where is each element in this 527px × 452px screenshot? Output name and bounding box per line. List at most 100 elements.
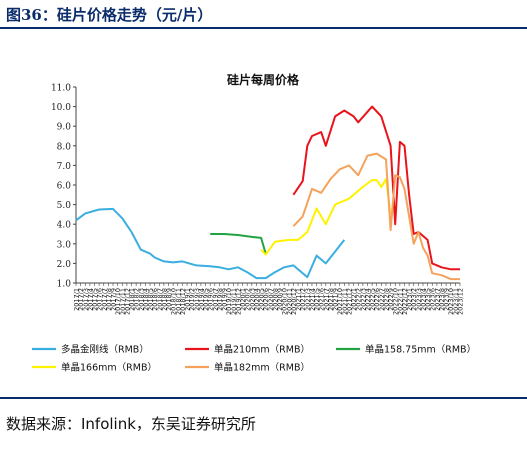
axes: 1.0 2.0 3.0 4.0 5.0 6.0 7.0 8.0 9.0 10.0 11.0 2017/… [51,84,465,316]
x-tick-label: 2018/1 [128,288,136,311]
x-tick-label: 2018/8 [160,288,168,311]
x-tick-label: 2021/9 [332,288,340,311]
x-tick-label: 2021/7 [322,288,330,311]
series-line-4 [260,178,392,256]
legend-label-5: 单晶182mm（RMB） [214,362,310,374]
x-tick-label: 2022/2 [355,288,363,311]
y-tick-label: 1.0 [57,280,72,290]
x-tick-label: 2018/11 [174,288,182,315]
y-tick-label: 2.0 [57,260,72,270]
x-tick-label: 2019/11 [230,288,238,315]
source-text: 数据来源：Infolink，东吴证券研究所 [6,415,256,433]
x-tick-label: 2020/6 [262,288,270,311]
x-tick-label: 2022/10 [392,288,400,315]
x-tick-label: 2019/6 [207,288,215,311]
source-rule [0,397,527,399]
x-tick-label: 2021/6 [318,288,326,311]
x-tick-label: 2021/2 [299,288,307,311]
x-tick-label: 2018/4 [142,288,150,311]
x-tick-label: 2020/2 [244,288,252,311]
x-tick-label: 2020/8 [271,288,279,311]
figure-title: 图36：硅片价格走势（元/片） [6,6,213,24]
x-tick-label: 2018/2 [133,288,141,311]
x-tick-label: 2018/10 [170,288,178,315]
y-tick-label: 10.0 [51,103,71,113]
legend-label-2: 单晶210mm（RMB） [214,344,310,356]
x-tick-label: 2018/6 [151,288,159,311]
x-tick-label: 2023/8 [438,288,446,311]
x-tick-label: 2017/10 [114,288,122,315]
x-tick-label: 2017/1 [73,288,81,311]
x-tick-label: 2018/12 [179,288,187,315]
x-tick-label: 2021/5 [313,288,321,311]
y-tick-label: 9.0 [57,123,72,133]
title-rule [0,27,527,29]
x-tick-label: 2020/11 [285,288,293,315]
x-tick-label: 2022/8 [382,288,390,311]
x-tick-label: 2017/3 [82,288,90,311]
x-tick-label: 2023/1 [406,288,414,311]
x-tick-label: 2021/8 [327,288,335,311]
x-tick-label: 2022/1 [350,288,358,311]
series-line-3 [210,233,267,254]
x-tick-label: 2021/4 [308,288,316,311]
x-tick-label: 2023/11 [452,288,460,315]
x-tick-label: 2019/5 [202,288,210,311]
x-tick-label: 2021/11 [341,288,349,315]
x-tick-label: 2021/10 [336,288,344,315]
legend-label-4: 单晶166mm（RMB） [61,362,157,374]
x-tick-label: 2023/3 [415,288,423,311]
y-tick-label: 3.0 [57,240,72,250]
x-tick-label: 2022/12 [401,288,409,315]
x-tick-label: 2017/5 [91,288,99,311]
x-tick-label: 2021/3 [304,288,312,311]
x-tick-label: 2018/9 [165,288,173,311]
x-tick-label: 2023/2 [410,288,418,311]
y-tick-label: 11.0 [51,84,71,94]
x-tick-label: 2021/1 [295,288,303,311]
x-tick-label: 2020/10 [281,288,289,315]
price-chart: 硅片每周价格 1.0 2.0 3.0 4.0 5.0 6.0 7.0 8.0 9.0 10.0 11… [32,72,476,374]
x-tick-label: 2019/4 [197,288,205,311]
x-tick-label: 2020/7 [267,288,275,311]
x-tick-label: 2023/9 [443,288,451,311]
series-layer [75,105,460,281]
x-tick-label: 2020/9 [276,288,284,311]
x-tick-label: 2023/6 [429,288,437,311]
x-tick-label: 2017/11 [119,288,127,315]
x-tick-label: 2020/12 [290,288,298,315]
x-tick-label: 2020/5 [258,288,266,311]
x-tick-label: 2022/6 [373,288,381,311]
x-tick-label: 2019/10 [225,288,233,315]
x-tick-label: 2017/9 [110,288,118,311]
x-tick-label: 2017/4 [86,288,94,311]
x-tick-label: 2019/3 [193,288,201,311]
x-tick-label: 2018/3 [137,288,145,311]
y-tick-label: 5.0 [57,201,72,211]
x-tick-label: 2019/12 [234,288,242,315]
x-tick-label: 2017/6 [96,288,104,311]
x-tick-label: 2022/5 [369,288,377,311]
x-tick-label: 2022/9 [387,288,395,311]
x-tick-label: 2021/12 [345,288,353,315]
x-tick-label: 2017/8 [105,288,113,311]
series-line-1 [75,207,346,280]
x-tick-label: 2019/9 [221,288,229,311]
x-tick-label: 2022/3 [359,288,367,311]
legend-label-3: 单晶158.75mm（RMB） [365,344,476,356]
y-tick-label: 4.0 [57,221,72,231]
x-tick-label: 2020/3 [248,288,256,311]
legend-label-1: 多晶金刚线（RMB） [61,344,149,356]
series-line-5 [292,152,460,281]
y-tick-label: 7.0 [57,162,72,172]
x-tick-label: 2023/10 [447,288,455,315]
series-line-2 [292,105,460,271]
x-tick-label: 2019/1 [184,288,192,311]
x-tick-label: 2023/7 [433,288,441,311]
x-tick-label: 2017/7 [100,288,108,311]
x-tick-label: 2019/8 [216,288,224,311]
x-tick-label: 2018/5 [147,288,155,311]
x-tick-label: 2023/4 [419,288,427,311]
chart-title: 硅片每周价格 [227,72,300,87]
x-tick-label: 2019/2 [188,288,196,311]
